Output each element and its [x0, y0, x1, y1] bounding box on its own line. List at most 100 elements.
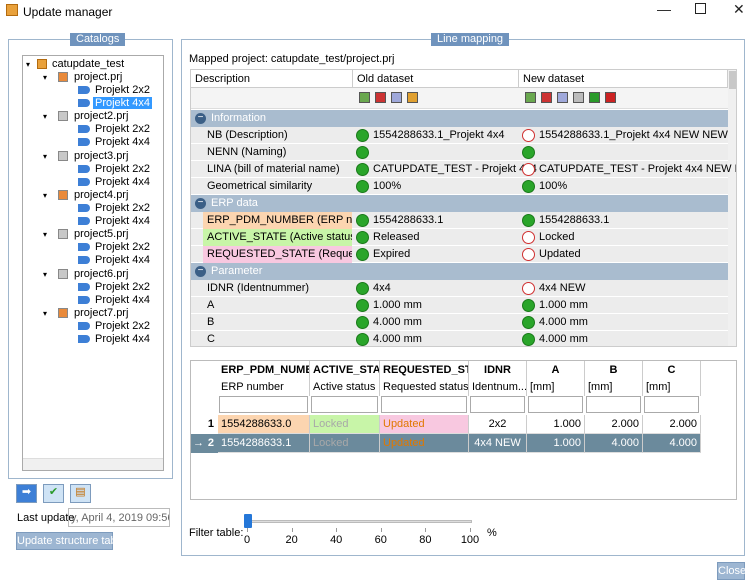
map-button[interactable]: ➡	[16, 484, 37, 503]
column-filter[interactable]	[528, 396, 583, 413]
grid-cell[interactable]: Locked	[310, 434, 380, 453]
tree-root[interactable]: catupdate_test	[52, 58, 125, 70]
accept-button[interactable]: ✔	[43, 484, 64, 503]
app-icon	[6, 4, 18, 16]
node-icon	[58, 150, 68, 161]
grid-cell[interactable]: 1.000	[527, 434, 585, 453]
grid-cell[interactable]: 1554288633.1	[218, 434, 310, 453]
description: LINA (bill of material name)	[207, 163, 340, 175]
grid-cell[interactable]: 1554288633.0	[218, 415, 310, 434]
grid-cell[interactable]: 2.000	[585, 415, 643, 434]
new-value: 4.000 mm	[539, 316, 588, 328]
tree-project[interactable]: project4.prj	[74, 188, 129, 201]
new-value: 4.000 mm	[539, 333, 588, 345]
column-filter[interactable]	[219, 396, 308, 413]
grid-cell[interactable]: 4.000	[643, 434, 701, 453]
collapse-icon[interactable]: −	[195, 113, 206, 124]
catalogs-title: Catalogs	[70, 33, 126, 46]
old-value: Expired	[373, 248, 411, 260]
tree-item[interactable]: Projekt 4x4	[95, 332, 151, 345]
window-controls[interactable]: — ✕	[657, 1, 745, 17]
close-button[interactable]: Close	[717, 562, 746, 580]
collapse-icon[interactable]: −	[195, 198, 206, 209]
column-filter[interactable]	[311, 396, 378, 413]
expander[interactable]: ▾	[43, 190, 48, 200]
grid-cell[interactable]: 4x4 NEW	[469, 434, 527, 453]
expander[interactable]: ▾	[43, 151, 48, 161]
grid-header: REQUESTED_STATE	[380, 361, 469, 379]
tree-project[interactable]: project7.prj	[74, 306, 129, 319]
slider-tick-label: 60	[374, 534, 387, 546]
status-indicator	[356, 316, 369, 329]
toolbar-icon[interactable]	[541, 92, 552, 103]
tree-item[interactable]: Projekt 4x4	[93, 97, 153, 109]
grid-cell[interactable]: 2.000	[643, 415, 701, 434]
tree-item[interactable]: Projekt 2x2	[95, 162, 151, 175]
grid-cell[interactable]: Updated	[380, 415, 469, 434]
tree-item[interactable]: Projekt 2x2	[95, 319, 151, 332]
row-header[interactable]: 1	[207, 418, 214, 430]
tree-item[interactable]: Projekt 2x2	[95, 123, 151, 136]
tree-project[interactable]: project2.prj	[74, 110, 129, 123]
group-row	[191, 110, 728, 127]
slider-thumb[interactable]	[244, 514, 252, 528]
slider-tick-label: 100	[460, 534, 480, 546]
column-filter[interactable]	[470, 396, 525, 413]
status-indicator	[356, 163, 369, 176]
status-indicator	[522, 333, 535, 346]
status-indicator	[356, 214, 369, 227]
update-structure-button[interactable]: Update structure table	[16, 532, 125, 550]
node-icon	[78, 125, 90, 134]
tree-item[interactable]: Projekt 4x4	[95, 293, 151, 306]
grid-cell[interactable]: 4.000	[585, 434, 643, 453]
toolbar-icon[interactable]	[557, 92, 568, 103]
collapse-icon[interactable]: −	[195, 266, 206, 277]
expander[interactable]: ▾	[43, 73, 48, 82]
filter-slider[interactable]: 0 20 40 60 80 100%	[240, 512, 500, 552]
column-filter[interactable]	[644, 396, 699, 413]
tree-item[interactable]: Projekt 4x4	[95, 175, 151, 188]
description: B	[207, 316, 215, 328]
grid-cell[interactable]: Updated	[380, 434, 469, 453]
grid-cell[interactable]: 1.000	[527, 415, 585, 434]
tree-item[interactable]: Projekt 2x2	[95, 84, 151, 96]
grid-cell[interactable]: Locked	[310, 415, 380, 434]
tree-item[interactable]: Projekt 4x4	[95, 136, 151, 149]
tree-item[interactable]: Projekt 4x4	[95, 254, 151, 267]
tree-item[interactable]: Projekt 4x4	[95, 214, 151, 227]
expander[interactable]: ▾	[43, 308, 48, 318]
expander[interactable]: ▾	[43, 230, 48, 240]
expander[interactable]: ▾	[26, 60, 31, 69]
tree-item[interactable]: Projekt 2x2	[95, 201, 151, 214]
node-icon	[58, 111, 68, 122]
tree-project[interactable]: project3.prj	[74, 149, 129, 162]
tree-project[interactable]: project5.prj	[74, 228, 129, 241]
row-header[interactable]: 2	[191, 434, 218, 453]
column-header: Old dataset	[353, 70, 519, 88]
toolbar-icon[interactable]	[525, 92, 536, 103]
grid-subheader: Requested status	[380, 379, 469, 396]
toolbar-icon[interactable]	[407, 92, 418, 103]
toolbar-icon[interactable]	[391, 92, 402, 103]
tree-item[interactable]: Projekt 2x2	[95, 280, 151, 293]
toolbar-icon[interactable]	[589, 92, 600, 103]
toolbar-icon[interactable]	[375, 92, 386, 103]
toolbar-icon[interactable]	[573, 92, 584, 103]
expander[interactable]: ▾	[43, 269, 48, 279]
tree-item[interactable]: Projekt 2x2	[95, 241, 151, 254]
tree-project[interactable]: project.prj	[74, 71, 123, 83]
catalog-tree[interactable]: ▾ catupdate_test ▾ project.prj Projekt 2x2 Pr…	[22, 55, 164, 471]
column-filter[interactable]	[586, 396, 641, 413]
old-value: 1.000 mm	[373, 299, 422, 311]
node-icon	[78, 334, 90, 343]
export-button[interactable]: ▤	[70, 484, 91, 503]
filter-label: Filter table:	[189, 527, 244, 539]
h-scrollbar[interactable]	[23, 458, 163, 470]
column-filter[interactable]	[381, 396, 467, 413]
toolbar-icon[interactable]	[605, 92, 616, 103]
grid-cell[interactable]: 2x2	[469, 415, 527, 434]
expander[interactable]: ▾	[43, 112, 48, 122]
toolbar-icon[interactable]	[359, 92, 370, 103]
grid-subheader: Active status	[310, 379, 380, 396]
tree-project[interactable]: project6.prj	[74, 267, 129, 280]
